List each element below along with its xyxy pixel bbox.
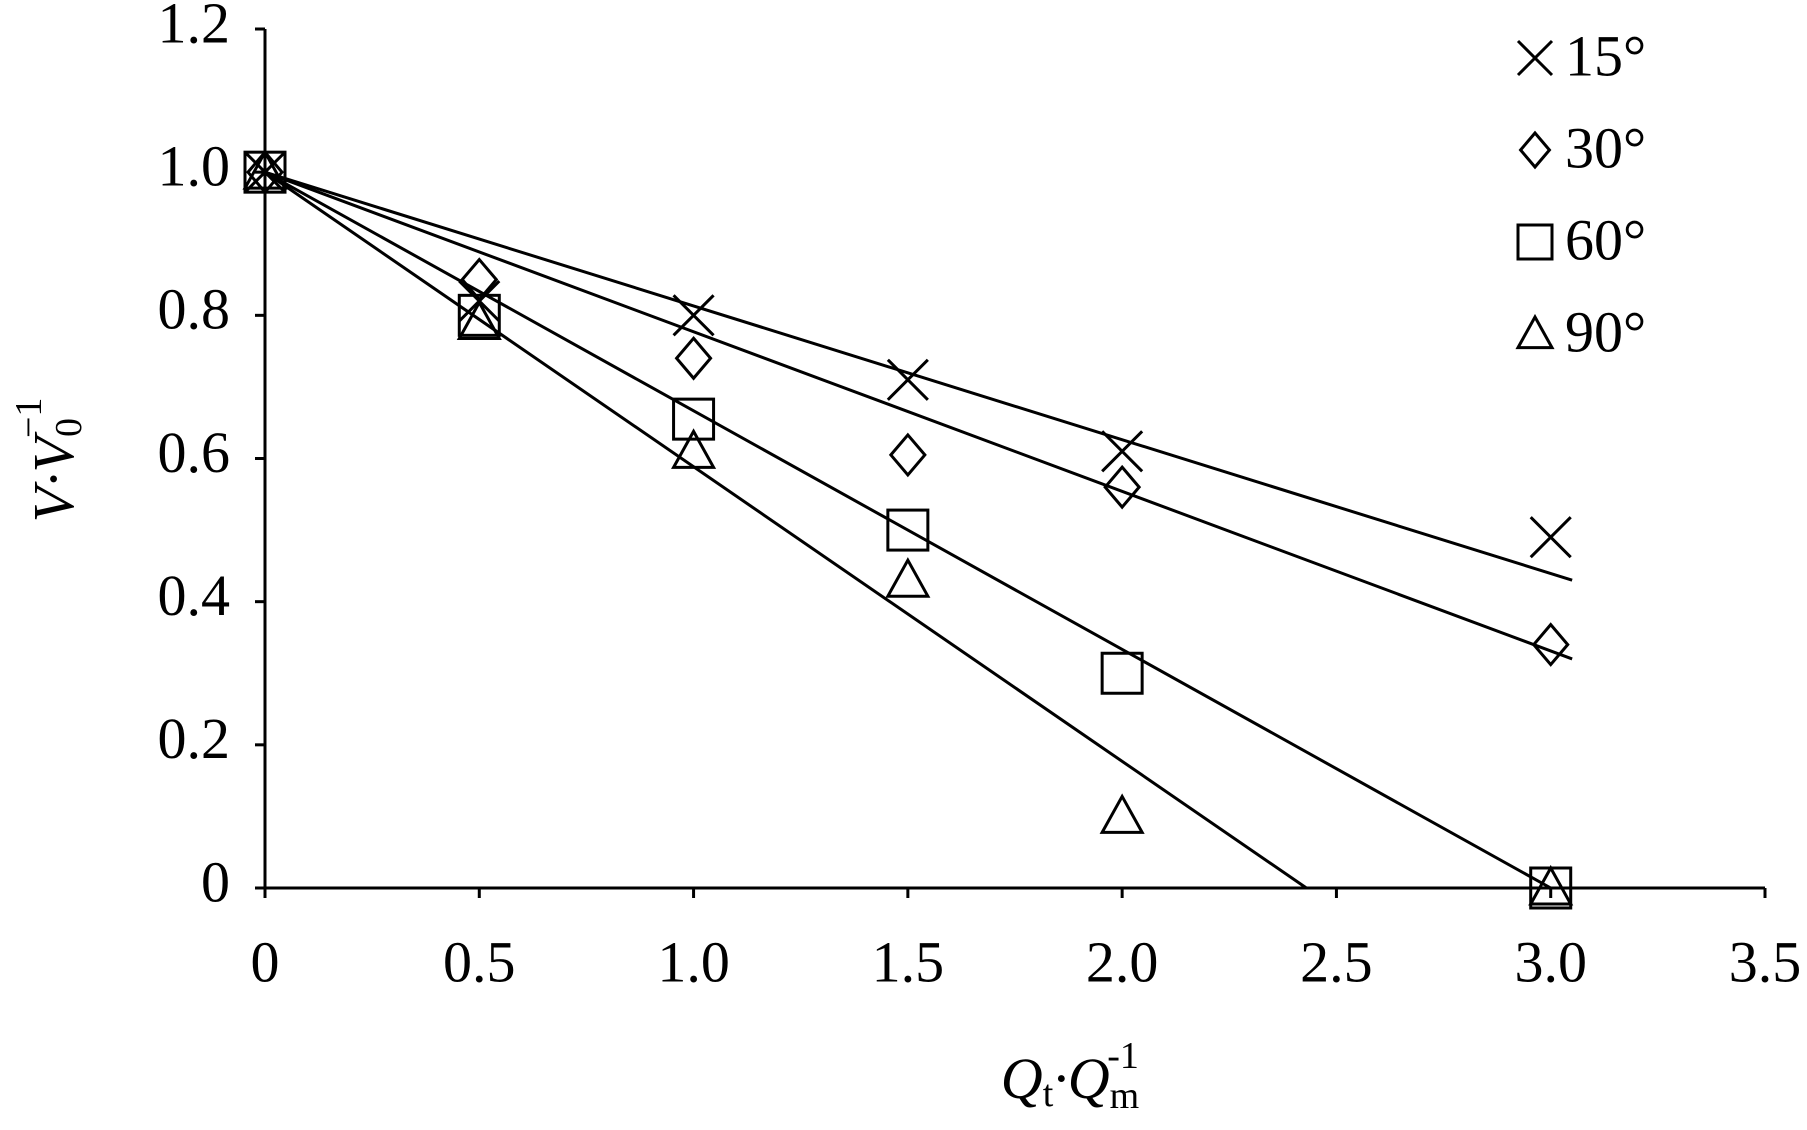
label-part: Q	[1001, 1046, 1043, 1111]
y-axis-label: V·V0−1	[8, 398, 90, 523]
marker	[1529, 516, 1572, 559]
y-tick-label: 0	[201, 849, 230, 914]
label-part: 0	[48, 418, 90, 437]
marker	[674, 335, 713, 381]
x-tick-label: 1.0	[657, 929, 730, 994]
marker	[1100, 651, 1144, 695]
legend-label: 90°	[1565, 299, 1646, 364]
marker	[1103, 464, 1142, 510]
marker	[1101, 430, 1144, 473]
marker	[1515, 313, 1555, 350]
marker	[242, 149, 288, 190]
marker	[1531, 622, 1570, 667]
trend-line	[264, 170, 1573, 582]
marker	[885, 557, 931, 598]
marker	[1516, 39, 1554, 77]
marker	[456, 299, 502, 340]
marker	[1528, 864, 1574, 906]
marker	[1518, 130, 1552, 170]
x-tick-label: 0.5	[443, 929, 516, 994]
marker	[672, 397, 716, 441]
legend-label: 30°	[1565, 115, 1646, 180]
label-part: V·V	[21, 430, 86, 522]
x-tick-label: 0	[251, 929, 280, 994]
marker	[457, 293, 501, 337]
label-part: m	[1110, 1075, 1140, 1117]
trend-line	[264, 170, 1552, 890]
legend-label: 15°	[1565, 23, 1646, 88]
legend-label: 60°	[1565, 207, 1646, 272]
trend-line	[264, 170, 1573, 661]
x-axis-label: Qt·Qm-1	[1001, 1035, 1139, 1117]
x-tick-label: 2.0	[1086, 929, 1159, 994]
y-tick-label: 0.8	[158, 277, 231, 342]
marker	[886, 358, 929, 401]
marker	[1099, 793, 1145, 834]
x-tick-label: 2.5	[1300, 929, 1373, 994]
y-tick-label: 1.0	[158, 133, 231, 198]
label-part: t	[1043, 1073, 1054, 1115]
x-tick-label: 3.5	[1729, 929, 1802, 994]
trend-line	[264, 170, 1308, 890]
x-tick-label: 1.5	[872, 929, 945, 994]
label-part: −1	[8, 398, 50, 438]
label-part: ·Q	[1053, 1046, 1109, 1111]
marker	[886, 508, 930, 552]
y-tick-label: 0.6	[158, 420, 231, 485]
marker	[672, 294, 715, 337]
marker	[671, 428, 717, 469]
marker	[1516, 223, 1554, 261]
y-tick-label: 1.2	[158, 0, 231, 55]
x-tick-label: 3.0	[1514, 929, 1587, 994]
marker	[460, 257, 499, 302]
y-tick-label: 0.2	[158, 706, 231, 771]
marker	[888, 432, 927, 478]
y-tick-label: 0.4	[158, 563, 231, 628]
label-part: -1	[1107, 1035, 1139, 1077]
